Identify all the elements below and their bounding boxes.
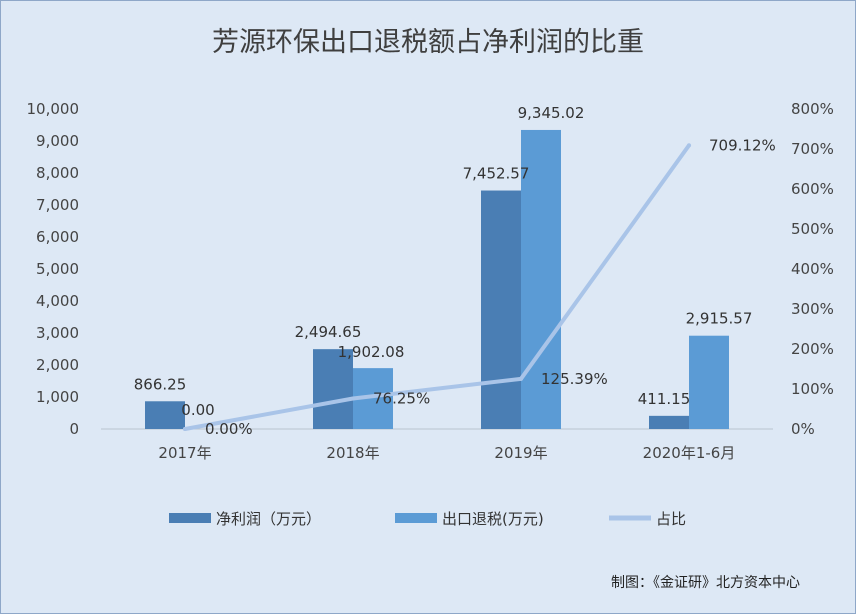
ratio-point bbox=[183, 427, 187, 431]
right-tick-label: 300% bbox=[791, 300, 834, 318]
left-tick-label: 9,000 bbox=[36, 132, 79, 150]
data-label-ratio: 709.12% bbox=[709, 136, 776, 154]
bar-export-rebate bbox=[689, 335, 729, 429]
left-tick-label: 4,000 bbox=[36, 292, 79, 310]
left-tick-label: 8,000 bbox=[36, 164, 79, 182]
x-tick-label: 2019年 bbox=[494, 444, 547, 462]
left-tick-label: 0 bbox=[69, 420, 79, 438]
left-tick-label: 3,000 bbox=[36, 324, 79, 342]
ratio-line-layer bbox=[183, 143, 691, 431]
right-tick-label: 0% bbox=[791, 420, 815, 438]
ratio-point bbox=[519, 376, 523, 381]
left-tick-label: 10,000 bbox=[27, 100, 80, 118]
data-label-export-rebate: 0.00 bbox=[181, 401, 214, 419]
right-tick-label: 200% bbox=[791, 340, 834, 358]
ratio-point bbox=[351, 396, 355, 401]
bar-export-rebate bbox=[521, 129, 561, 430]
ratio-point bbox=[687, 143, 691, 148]
x-tick-label: 2020年1-6月 bbox=[643, 444, 736, 462]
data-label-export-rebate: 9,345.02 bbox=[518, 104, 585, 122]
data-label-net-profit: 411.15 bbox=[638, 390, 691, 408]
bar-net-profit bbox=[481, 190, 521, 429]
right-axis: 0% 100% 200% 300% 400% 500% 600% 700% 800% bbox=[791, 100, 834, 438]
x-axis: 2017年 2018年 2019年 2020年1-6月 bbox=[158, 444, 735, 462]
bar-net-profit bbox=[145, 401, 185, 429]
left-tick-label: 7,000 bbox=[36, 196, 79, 214]
data-label-export-rebate: 2,915.57 bbox=[686, 310, 753, 328]
left-axis: 0 1,000 2,000 3,000 4,000 5,000 6,000 7,000 8,00… bbox=[27, 100, 80, 438]
data-label-ratio: 76.25% bbox=[373, 390, 430, 408]
data-label-net-profit: 7,452.57 bbox=[463, 165, 530, 183]
right-tick-label: 500% bbox=[791, 220, 834, 238]
bar-net-profit bbox=[649, 415, 689, 429]
data-label-ratio: 0.00% bbox=[205, 420, 253, 438]
bar-net-profit bbox=[313, 349, 353, 429]
legend-swatch bbox=[395, 513, 437, 523]
left-tick-label: 2,000 bbox=[36, 356, 79, 374]
data-label-export-rebate: 1,902.08 bbox=[338, 343, 405, 361]
legend: 净利润（万元） 出口退税(万元) 占比 bbox=[169, 510, 686, 528]
left-tick-label: 5,000 bbox=[36, 260, 79, 278]
ratio-line bbox=[183, 143, 691, 431]
x-tick-label: 2018年 bbox=[326, 444, 379, 462]
chart-title: 芳源环保出口退税额占净利润的比重 bbox=[212, 27, 644, 58]
right-tick-label: 700% bbox=[791, 140, 834, 158]
data-label-net-profit: 866.25 bbox=[134, 375, 187, 393]
source-note: 制图：《金证研》北方资本中心 bbox=[611, 575, 800, 591]
right-tick-label: 600% bbox=[791, 180, 834, 198]
x-tick-label: 2017年 bbox=[158, 444, 211, 462]
right-tick-label: 100% bbox=[791, 380, 834, 398]
legend-swatch bbox=[169, 513, 211, 523]
left-tick-label: 6,000 bbox=[36, 228, 79, 246]
data-label-net-profit: 2,494.65 bbox=[295, 323, 362, 341]
legend-label: 出口退税(万元) bbox=[442, 510, 544, 528]
right-tick-label: 400% bbox=[791, 260, 834, 278]
legend-label: 占比 bbox=[656, 510, 686, 528]
bars-layer bbox=[145, 129, 729, 430]
right-tick-label: 800% bbox=[791, 100, 834, 118]
left-tick-label: 1,000 bbox=[36, 388, 79, 406]
legend-label: 净利润（万元） bbox=[216, 510, 321, 528]
data-labels: 866.25 2,494.65 7,452.57 411.15 0.00 1,902.08… bbox=[134, 104, 776, 438]
data-label-ratio: 125.39% bbox=[541, 370, 608, 388]
